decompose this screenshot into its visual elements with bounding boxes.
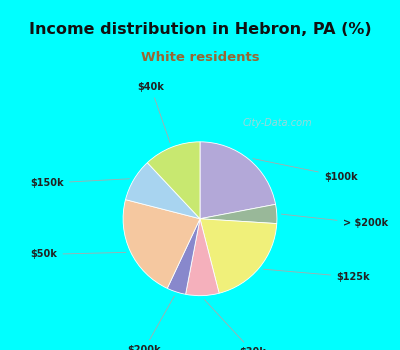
Text: City-Data.com: City-Data.com [243,118,312,128]
Wedge shape [123,199,200,288]
Text: Income distribution in Hebron, PA (%): Income distribution in Hebron, PA (%) [29,22,371,37]
Wedge shape [200,219,277,293]
Text: White residents: White residents [141,51,259,64]
Wedge shape [147,142,200,219]
Wedge shape [186,219,219,296]
Text: > $200k: > $200k [281,214,388,229]
Text: $100k: $100k [253,159,358,182]
Text: $125k: $125k [264,269,370,282]
Text: $200k: $200k [127,296,174,350]
Text: $50k: $50k [30,250,126,259]
Wedge shape [200,142,276,219]
Text: $30k: $30k [204,300,266,350]
Wedge shape [126,163,200,219]
Text: $40k: $40k [138,83,170,143]
Wedge shape [200,204,277,224]
Wedge shape [167,219,200,294]
Text: $150k: $150k [30,178,130,188]
